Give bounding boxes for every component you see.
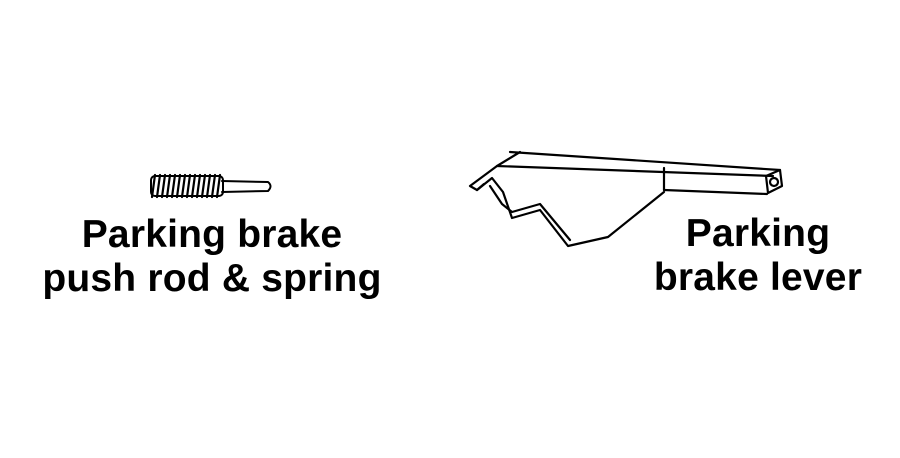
spring-coils bbox=[150, 173, 222, 199]
lever-label-line2: brake lever bbox=[653, 256, 863, 299]
push-rod-spring-label: Parking brake push rod & spring bbox=[10, 213, 414, 301]
lever-upper-face bbox=[495, 150, 775, 178]
lever-label-line1: Parking bbox=[685, 212, 831, 255]
lever-tip-edge bbox=[475, 182, 486, 192]
push-rod-spring-illustration bbox=[150, 173, 272, 199]
lever-tube-hole bbox=[768, 176, 780, 188]
lever-tube-end bbox=[764, 168, 784, 195]
parking-brake-lever-label: Parking brake lever bbox=[620, 212, 896, 300]
lever-lower-edge bbox=[662, 188, 769, 196]
lever-body-contour bbox=[488, 184, 572, 242]
lever-top-edge bbox=[508, 150, 782, 172]
push-rod-label-line2: push rod & spring bbox=[42, 257, 382, 300]
push-rod-shaft bbox=[221, 180, 272, 193]
parking-brake-lever-illustration bbox=[468, 150, 784, 248]
lever-body-outline bbox=[468, 164, 666, 248]
push-rod-label-line1: Parking brake bbox=[81, 213, 343, 256]
